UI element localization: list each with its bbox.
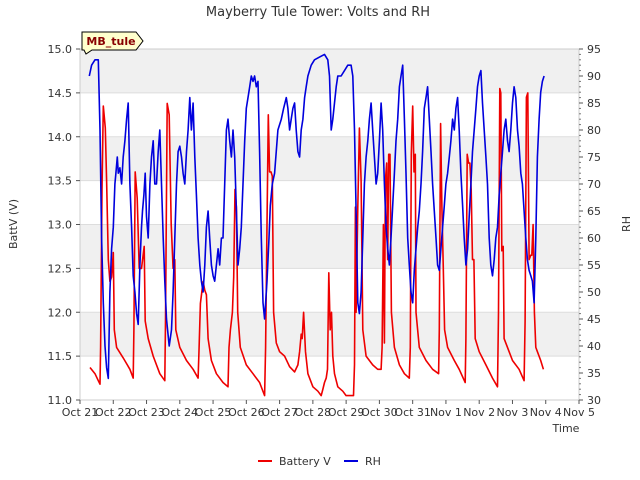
y-right-tick-label: 50 — [587, 286, 601, 299]
station-label-box — [81, 31, 144, 55]
y-right-tick-label: 40 — [587, 340, 601, 353]
legend-label: RH — [365, 455, 381, 468]
y-right-tick-label: 95 — [587, 43, 601, 56]
x-tick-label: Oct 21 — [62, 406, 99, 419]
x-tick-label: Nov 5 — [563, 406, 595, 419]
x-tick-label: Oct 23 — [128, 406, 165, 419]
rh-series-line — [88, 53, 545, 380]
y-right-tick-label: 90 — [587, 70, 601, 83]
y-left-tick-label: 13.5 — [48, 175, 73, 188]
y-right-tick-label: 35 — [587, 367, 601, 380]
x-tick-label: Oct 26 — [228, 406, 265, 419]
y-right-tick-label: 55 — [587, 259, 601, 272]
x-tick-label: Nov 2 — [463, 406, 495, 419]
y-right-tick-label: 85 — [587, 97, 601, 110]
y-right-axis-ticks: 30 35 40 45 50 55 60 65 70 75 80 85 90 95 — [579, 43, 601, 407]
y-left-axis-label: BattV (V) — [7, 199, 20, 249]
y-right-tick-label: 70 — [587, 178, 601, 191]
x-tick-label: Oct 29 — [328, 406, 365, 419]
y-left-axis-ticks: 11.0 11.5 12.0 12.5 13.0 13.5 14.0 14.5 15.0 — [48, 43, 80, 407]
y-right-axis-label: RH — [620, 216, 633, 232]
y-left-tick-label: 14.5 — [48, 87, 73, 100]
legend: Battery V RH — [258, 455, 381, 468]
x-tick-label: Nov 4 — [530, 406, 562, 419]
y-right-tick-label: 30 — [587, 394, 601, 407]
x-tick-label: Oct 22 — [95, 406, 132, 419]
grid-band — [80, 136, 579, 181]
x-tick-label: Oct 24 — [162, 406, 199, 419]
y-right-tick-label: 45 — [587, 313, 601, 326]
x-tick-label: Nov 3 — [496, 406, 528, 419]
station-label-text: MB_tule — [86, 35, 135, 48]
y-left-tick-label: 11.0 — [48, 394, 73, 407]
y-right-tick-label: 65 — [587, 205, 601, 218]
y-right-tick-label: 80 — [587, 124, 601, 137]
chart-title: Mayberry Tule Tower: Volts and RH — [206, 5, 430, 20]
x-tick-label: Oct 25 — [195, 406, 232, 419]
station-label: MB_tule — [81, 31, 144, 55]
y-left-tick-label: 11.5 — [48, 350, 73, 363]
x-axis-label: Time — [552, 422, 580, 435]
legend-label: Battery V — [279, 455, 331, 468]
x-tick-label: Oct 31 — [394, 406, 431, 419]
y-left-tick-label: 12.5 — [48, 262, 73, 275]
y-right-tick-label: 60 — [587, 232, 601, 245]
x-tick-label: Oct 27 — [261, 406, 298, 419]
y-right-tick-label: 75 — [587, 151, 601, 164]
x-tick-label: Oct 30 — [361, 406, 398, 419]
x-tick-label: Nov 1 — [430, 406, 462, 419]
x-tick-label: Oct 28 — [295, 406, 332, 419]
y-left-tick-label: 14.0 — [48, 131, 73, 144]
y-left-tick-label: 15.0 — [48, 43, 73, 56]
series-layer — [88, 53, 545, 397]
y-left-tick-label: 12.0 — [48, 306, 73, 319]
y-left-tick-label: 13.0 — [48, 219, 73, 232]
